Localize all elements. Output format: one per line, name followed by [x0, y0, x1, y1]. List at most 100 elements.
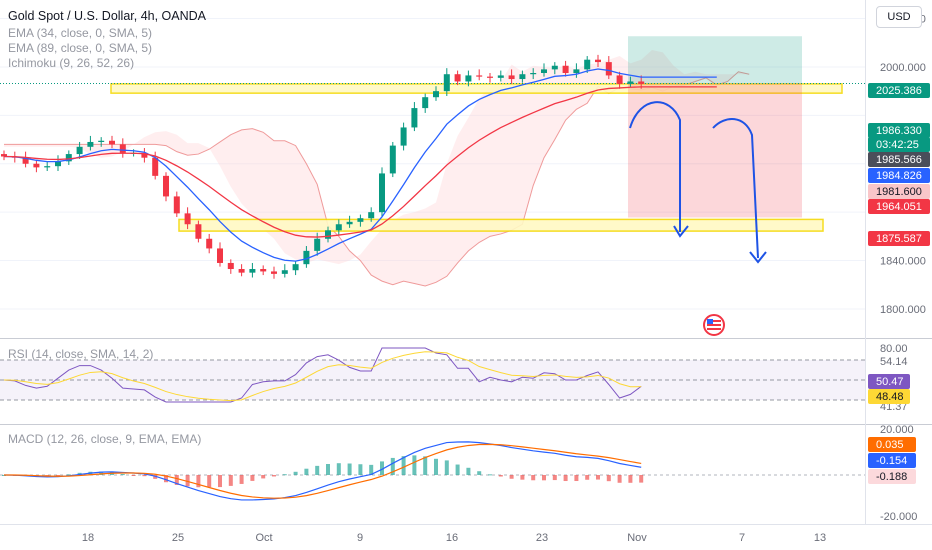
candle[interactable]: [595, 59, 601, 63]
candle[interactable]: [98, 140, 105, 142]
macd-tag[interactable]: [868, 437, 916, 452]
main-price-pane[interactable]: [0, 0, 865, 310]
resistance-zone[interactable]: [110, 83, 843, 94]
candle[interactable]: [584, 59, 591, 70]
candle[interactable]: [271, 271, 277, 274]
candle[interactable]: [443, 74, 450, 92]
price-tag[interactable]: [868, 137, 930, 152]
indicator-ema89-label[interactable]: EMA (89, close, 0, SMA, 5): [8, 41, 152, 55]
support-zone[interactable]: [178, 218, 824, 232]
projection-arrow-2[interactable]: [712, 118, 759, 259]
candle[interactable]: [335, 224, 342, 231]
candle[interactable]: [65, 154, 72, 162]
currency-button[interactable]: USD: [876, 6, 922, 28]
candle[interactable]: [227, 262, 234, 270]
indicator-ichimoku-label[interactable]: Ichimoku (9, 26, 52, 26): [8, 56, 134, 70]
candle[interactable]: [368, 212, 375, 219]
price-tag[interactable]: [868, 199, 930, 214]
candle[interactable]: [476, 75, 483, 77]
candle[interactable]: [1, 154, 7, 157]
rsi-ma-line: [3, 351, 642, 402]
price-tag[interactable]: [868, 123, 930, 138]
candle[interactable]: [519, 74, 526, 80]
candle[interactable]: [163, 175, 169, 197]
macd-histogram-bar: [498, 475, 503, 477]
macd-tag[interactable]: [868, 469, 916, 484]
candle[interactable]: [119, 144, 126, 153]
candle[interactable]: [422, 97, 429, 109]
candle[interactable]: [152, 157, 159, 176]
rsi-pane[interactable]: [0, 347, 865, 403]
candle[interactable]: [465, 75, 472, 82]
candle[interactable]: [616, 75, 623, 84]
rsi-tag[interactable]: [868, 389, 910, 404]
position-target-area[interactable]: [628, 83, 802, 218]
macd-histogram-bar: [174, 475, 179, 485]
candle[interactable]: [454, 74, 461, 82]
position-stop-area[interactable]: [628, 36, 802, 84]
chart-title: Gold Spot / U.S. Dollar, 4h, OANDA: [8, 9, 207, 23]
candle[interactable]: [605, 62, 612, 76]
candle[interactable]: [562, 65, 569, 73]
candle[interactable]: [249, 269, 256, 273]
candle[interactable]: [497, 75, 504, 78]
macd-histogram-bar: [542, 475, 546, 481]
indicator-ema34-label[interactable]: EMA (34, close, 0, SMA, 5): [8, 26, 152, 40]
macd-histogram-bar: [261, 475, 266, 479]
macd-histogram-bar: [444, 460, 449, 475]
candle[interactable]: [238, 269, 245, 273]
candle[interactable]: [195, 224, 202, 239]
macd-histogram-bar: [120, 474, 125, 476]
price-tag[interactable]: [868, 83, 930, 98]
candle[interactable]: [508, 75, 515, 80]
macd-tag[interactable]: [868, 453, 916, 468]
candle[interactable]: [573, 69, 580, 73]
candle[interactable]: [551, 65, 558, 70]
price-tag[interactable]: [868, 184, 930, 199]
candle[interactable]: [260, 269, 267, 272]
price-tag[interactable]: [868, 231, 930, 246]
candle[interactable]: [22, 157, 29, 164]
price-tag[interactable]: [868, 152, 930, 167]
candle[interactable]: [541, 69, 547, 73]
candle[interactable]: [389, 145, 396, 174]
candle[interactable]: [184, 213, 191, 225]
candle[interactable]: [173, 196, 180, 214]
candle[interactable]: [487, 76, 493, 78]
candle[interactable]: [44, 166, 51, 168]
macd-pane[interactable]: [0, 441, 865, 501]
candle[interactable]: [281, 270, 288, 274]
candle[interactable]: [314, 238, 321, 251]
candle[interactable]: [87, 141, 94, 147]
candle[interactable]: [217, 248, 223, 263]
candle[interactable]: [141, 152, 148, 158]
macd-histogram-bar: [272, 475, 276, 477]
candle[interactable]: [303, 250, 310, 265]
candle[interactable]: [206, 238, 213, 249]
candle[interactable]: [638, 81, 645, 84]
macd-label[interactable]: MACD (12, 26, close, 9, EMA, EMA): [8, 432, 201, 446]
candle[interactable]: [76, 146, 83, 155]
us-flag-icon[interactable]: [703, 314, 725, 336]
candle[interactable]: [400, 127, 407, 146]
price-tick-label: 1800.000: [880, 304, 926, 316]
candle[interactable]: [33, 163, 40, 168]
candle[interactable]: [325, 230, 331, 239]
rsi-tag[interactable]: [868, 374, 910, 389]
candle[interactable]: [357, 218, 364, 222]
candle[interactable]: [433, 91, 439, 98]
candle[interactable]: [379, 173, 385, 213]
price-tag[interactable]: [868, 168, 930, 183]
candle[interactable]: [346, 221, 353, 225]
price-tag-label: 1981.600: [876, 186, 922, 198]
projection-arrow-1[interactable]: [629, 101, 681, 232]
candle[interactable]: [411, 108, 418, 128]
candle[interactable]: [109, 140, 115, 145]
candle[interactable]: [292, 264, 299, 271]
candle[interactable]: [627, 81, 634, 84]
rsi-label[interactable]: RSI (14, close, SMA, 14, 2): [8, 347, 153, 361]
candle[interactable]: [530, 73, 537, 75]
candle[interactable]: [55, 161, 61, 167]
time-tick-label: 7: [739, 532, 745, 544]
